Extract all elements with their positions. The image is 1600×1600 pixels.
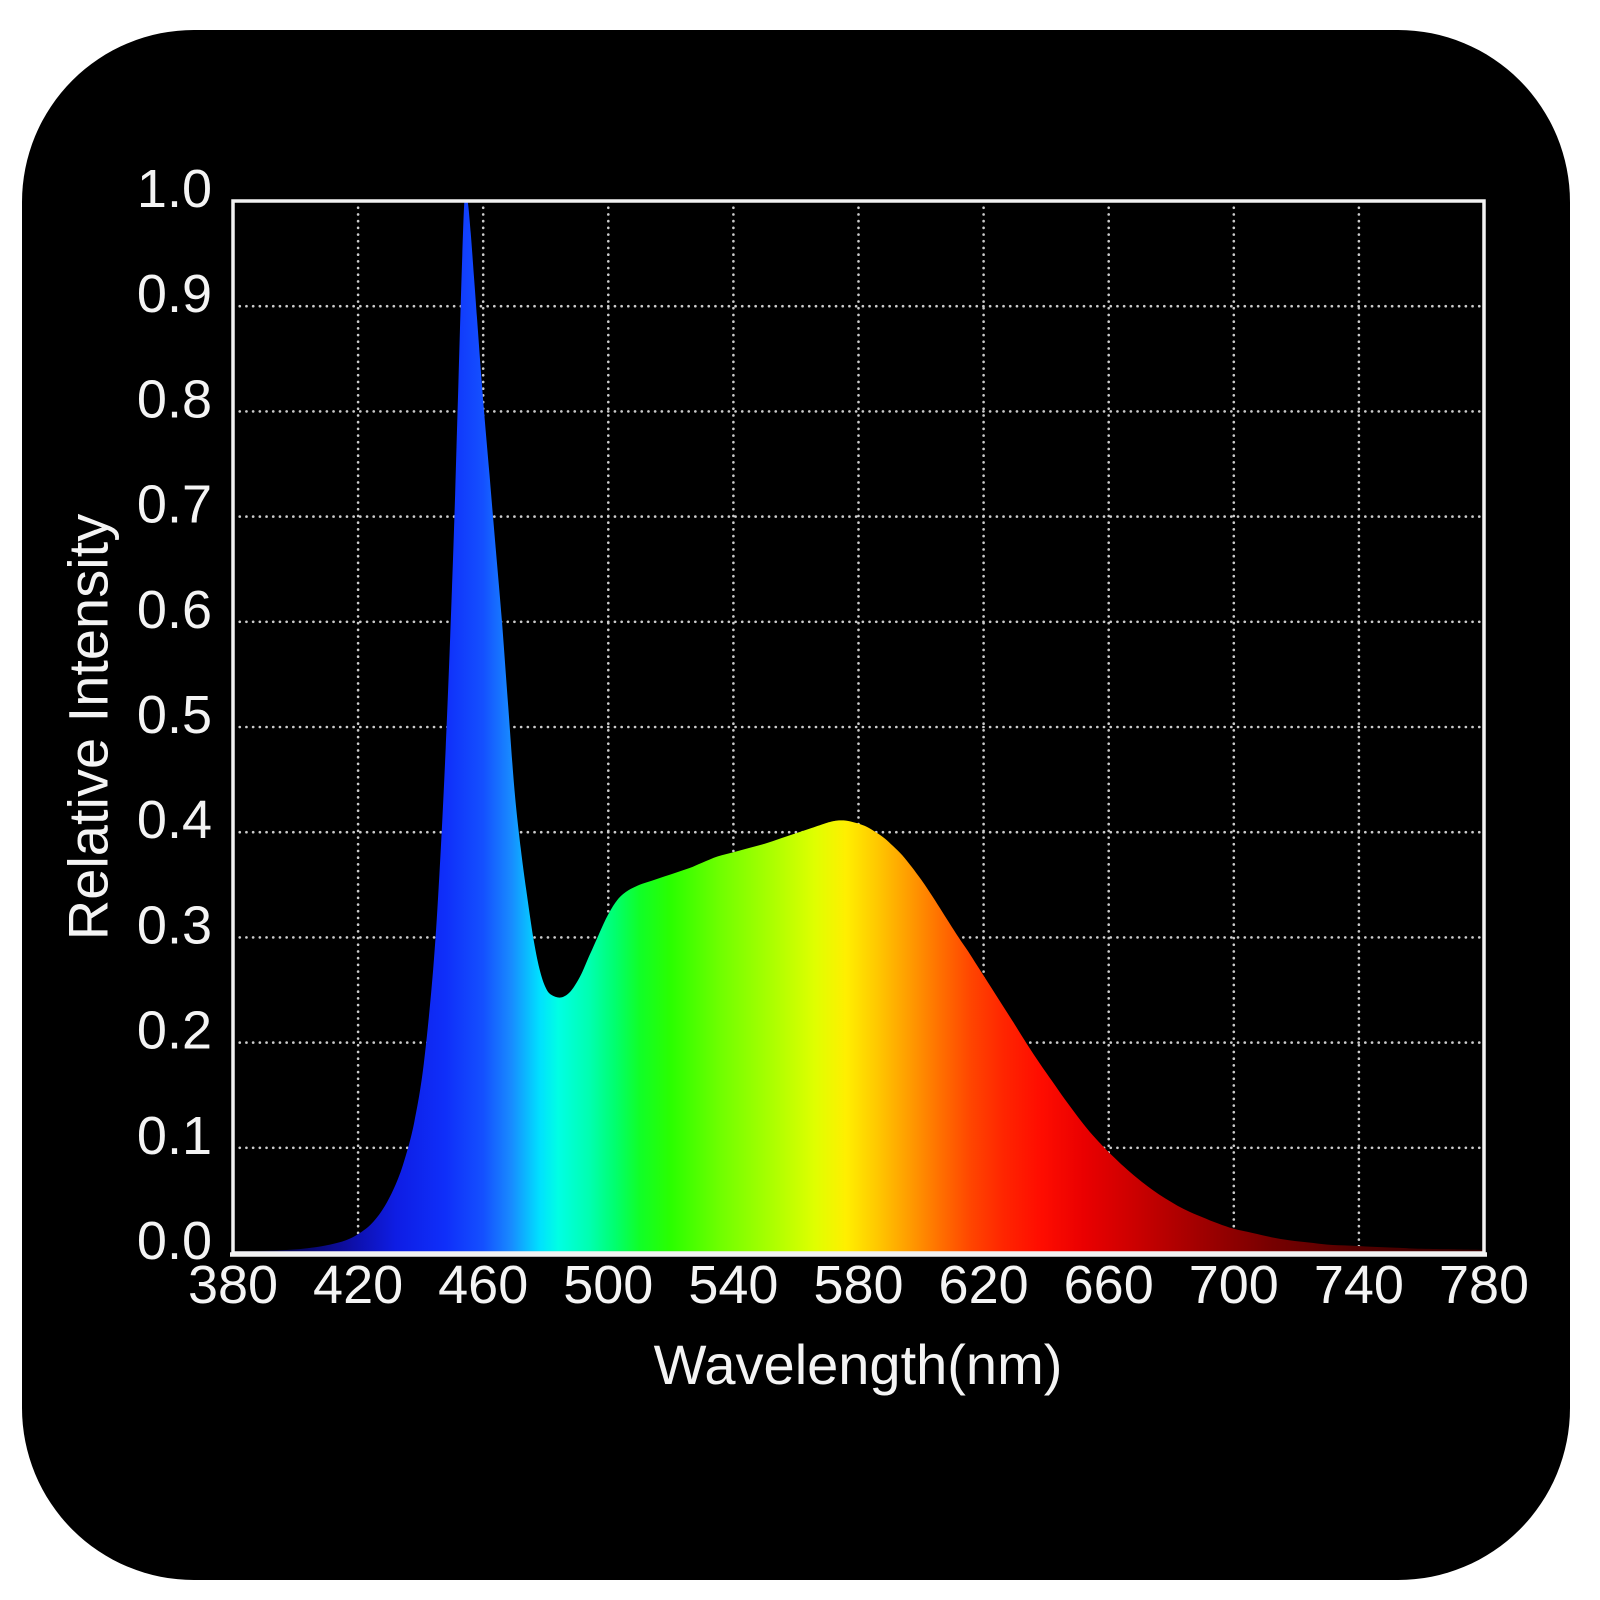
y-tick-label: 0.3 [137, 895, 212, 955]
x-tick-label: 780 [1439, 1255, 1529, 1315]
x-tick-label: 580 [813, 1255, 903, 1315]
x-tick-label: 380 [188, 1255, 278, 1315]
x-tick-label: 620 [939, 1255, 1029, 1315]
x-tick-label: 460 [438, 1255, 528, 1315]
x-tick-label: 420 [313, 1255, 403, 1315]
x-tick-label: 740 [1314, 1255, 1404, 1315]
y-tick-labels: 0.0 0.1 0.2 0.3 0.4 0.5 0.6 0.7 0.8 0.9 1.0 [137, 159, 212, 1271]
y-tick-label: 1.0 [137, 159, 212, 219]
spectrum-area [233, 201, 1484, 1253]
y-tick-label: 0.0 [137, 1211, 212, 1271]
y-tick-label: 0.6 [137, 580, 212, 640]
x-axis-title: Wavelength(nm) [654, 1333, 1063, 1396]
y-tick-label: 0.1 [137, 1106, 212, 1166]
y-axis-title: Relative Intensity [57, 514, 120, 940]
y-tick-label: 0.9 [137, 264, 212, 324]
x-tick-label: 660 [1064, 1255, 1154, 1315]
x-tick-label: 500 [563, 1255, 653, 1315]
x-tick-labels: 380 420 460 500 540 580 620 660 700 740 780 [188, 1255, 1529, 1315]
x-tick-label: 700 [1189, 1255, 1279, 1315]
y-tick-label: 0.2 [137, 1001, 212, 1061]
y-tick-label: 0.8 [137, 369, 212, 429]
x-tick-label: 540 [688, 1255, 778, 1315]
y-tick-label: 0.4 [137, 790, 212, 850]
chart-card [22, 30, 1570, 1580]
y-tick-label: 0.7 [137, 475, 212, 535]
y-tick-label: 0.5 [137, 685, 212, 745]
